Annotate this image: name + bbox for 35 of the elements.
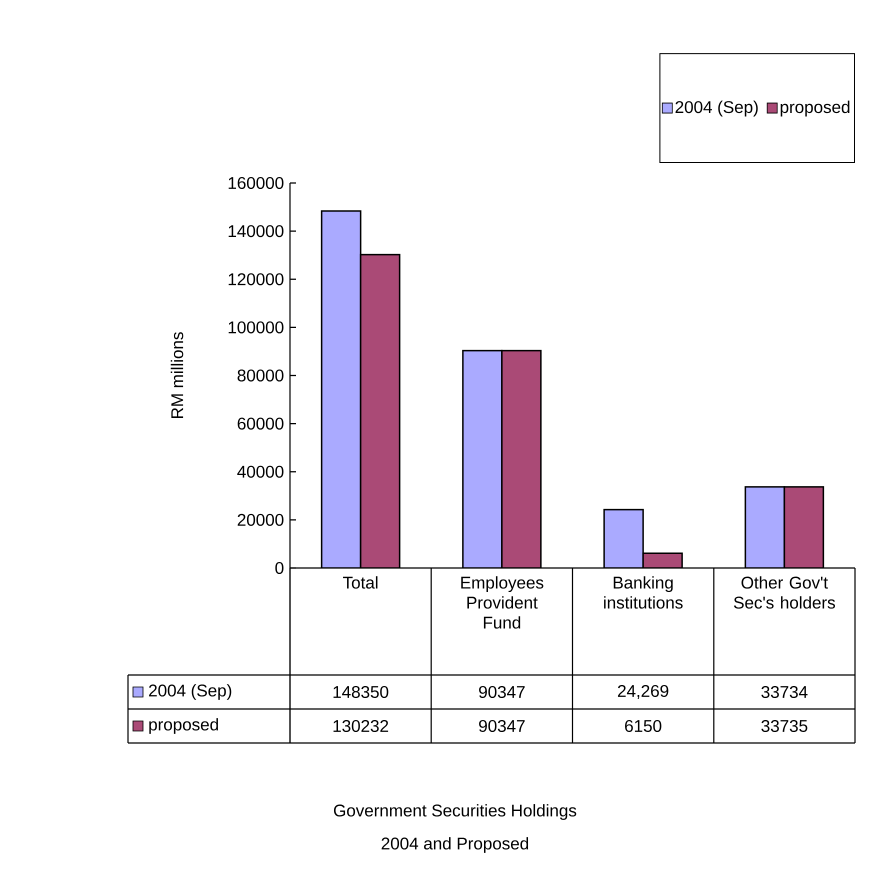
bar bbox=[744, 486, 786, 568]
y-tick-label: 120000 bbox=[228, 273, 284, 286]
bar bbox=[784, 486, 824, 568]
data-label: 6150 bbox=[625, 720, 662, 732]
data-label: 90347 bbox=[479, 686, 525, 698]
text: 2004 and Proposed bbox=[382, 837, 528, 853]
text: proposed bbox=[149, 718, 218, 734]
y-tick-label: 140000 bbox=[228, 225, 284, 238]
data-label: 130232 bbox=[334, 720, 388, 732]
y-tick-label: 160000 bbox=[228, 176, 284, 190]
legend-label: proposed bbox=[780, 100, 850, 116]
text: 2004 (Sep) bbox=[149, 684, 232, 700]
data-label: 24,269 bbox=[618, 684, 668, 700]
text: Government Securities Holdings bbox=[334, 804, 576, 820]
bar bbox=[501, 350, 542, 568]
bar bbox=[462, 350, 503, 568]
y-tick-label: 60000 bbox=[238, 418, 284, 430]
bar bbox=[603, 508, 644, 568]
legend-label: 2004 (Sep) bbox=[676, 100, 758, 116]
y-tick-label: 100000 bbox=[228, 321, 284, 334]
data-label: 33734 bbox=[761, 686, 808, 698]
data-label: 33735 bbox=[761, 720, 808, 732]
data-label: 90347 bbox=[479, 720, 525, 732]
x-tick-label: Banking institutions bbox=[604, 576, 683, 609]
y-axis-title: RM millions bbox=[170, 332, 184, 418]
bar bbox=[360, 254, 400, 568]
data-label: 148350 bbox=[334, 686, 388, 698]
x-tick-label: Employees Provident Fund bbox=[461, 576, 544, 629]
x-tick-label: Total bbox=[343, 576, 378, 589]
bar bbox=[320, 210, 362, 568]
y-tick-label: 80000 bbox=[238, 369, 284, 382]
y-tick-label: 20000 bbox=[238, 514, 284, 526]
x-tick-label: Other Gov't Sec's holders bbox=[734, 576, 835, 609]
y-tick-label: 40000 bbox=[237, 466, 284, 478]
y-tick-label: 0 bbox=[275, 562, 284, 574]
